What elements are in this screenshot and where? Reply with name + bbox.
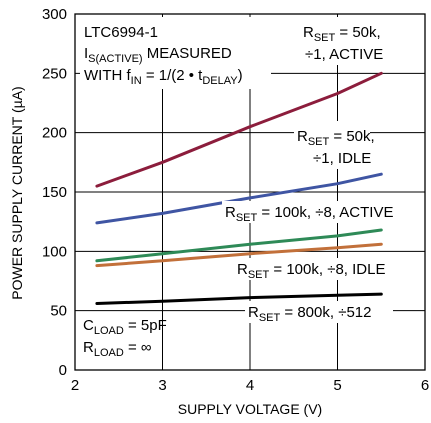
title-mask xyxy=(80,17,271,89)
label-800k-mask xyxy=(245,301,393,323)
y-tick-label: 50 xyxy=(50,303,67,320)
y-tick-label: 0 xyxy=(59,362,67,379)
label-100k-idle: RSET = 100k, ÷8, IDLE xyxy=(237,261,385,281)
chart-title-line3: WITH fIN = 1/(2 • tDELAY) xyxy=(84,67,243,87)
series-line-4 xyxy=(95,292,383,305)
condition-cload: CLOAD = 5pF xyxy=(83,317,167,337)
y-axis-title: POWER SUPPLY CURRENT (µA) xyxy=(9,86,25,299)
x-tick-label: 6 xyxy=(421,377,429,394)
condition-rload: RLOAD = ∞ xyxy=(83,339,152,359)
y-tick-label: 300 xyxy=(42,6,67,23)
series-lines xyxy=(95,71,383,305)
series-line-1 xyxy=(95,172,383,225)
y-tick-label: 250 xyxy=(42,65,67,82)
label-50k-active-line1: RSET = 50k, xyxy=(303,24,381,44)
tick-labels: 2 3 4 5 6 0 50 100 150 200 250 300 xyxy=(42,6,429,394)
y-tick-label: 100 xyxy=(42,243,67,260)
x-tick-label: 4 xyxy=(246,377,254,394)
plot-frame xyxy=(74,13,426,371)
chart-title-line2: IS(ACTIVE) MEASURED xyxy=(84,45,232,65)
label-100k-active-mask xyxy=(222,201,398,223)
label-50k-idle-line2: ÷1, IDLE xyxy=(313,150,371,167)
y-tick-label: 200 xyxy=(42,125,67,142)
series-line-3 xyxy=(95,242,383,268)
label-100k-active: RSET = 100k, ÷8, ACTIVE xyxy=(225,204,393,224)
x-axis-title: SUPPLY VOLTAGE (V) xyxy=(178,401,322,417)
label-50k-idle-line1: RSET = 50k, xyxy=(297,128,375,148)
y-tick-label: 150 xyxy=(42,184,67,201)
series-line-0 xyxy=(95,71,383,188)
label-50k-active-line2: ÷1, ACTIVE xyxy=(305,46,383,63)
chart-title-line1: LTC6994-1 xyxy=(84,24,158,41)
conditions-mask xyxy=(80,312,160,360)
x-tick-label: 2 xyxy=(71,377,79,394)
x-tick-label: 3 xyxy=(158,377,166,394)
label-800k: RSET = 800k, ÷512 xyxy=(248,304,371,324)
x-tick-label: 5 xyxy=(333,377,341,394)
series-line-2 xyxy=(95,228,383,263)
label-100k-idle-mask xyxy=(234,258,388,280)
label-50k-active-mask xyxy=(300,17,400,65)
label-50k-idle-mask xyxy=(294,121,370,169)
